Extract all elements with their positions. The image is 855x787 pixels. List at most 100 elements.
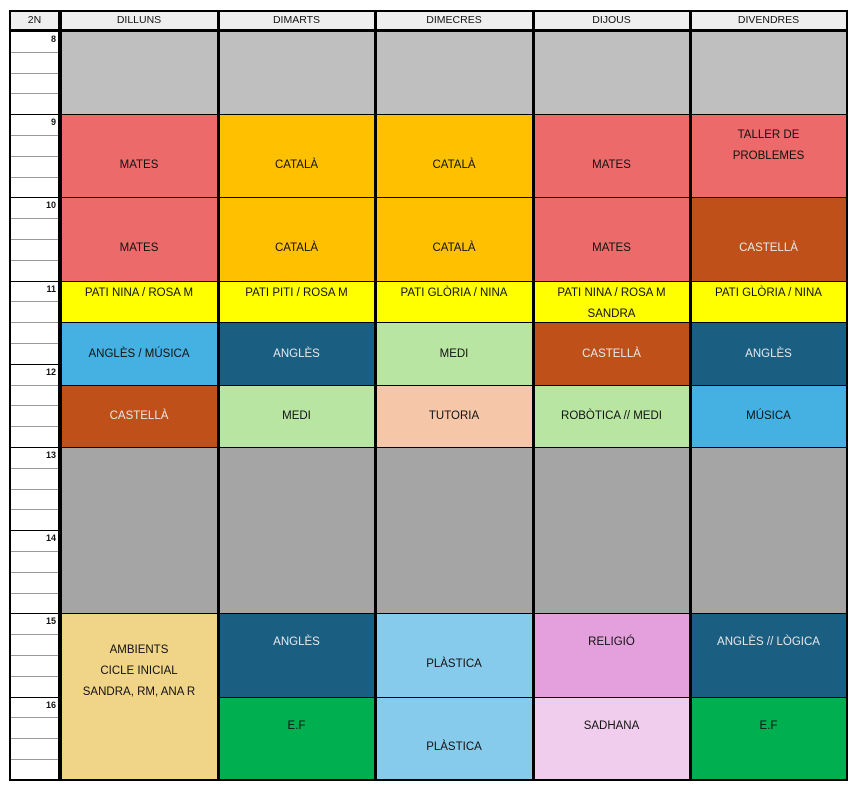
class-block-empty[interactable] <box>375 31 533 116</box>
sub-row-line <box>10 675 59 677</box>
hour-block: 8 <box>9 31 60 116</box>
class-block-empty[interactable] <box>375 447 533 615</box>
class-block-empty[interactable] <box>218 447 375 615</box>
class-block-line: CATALÀ <box>432 158 476 171</box>
class-block-line: RELIGIÓ <box>588 636 635 649</box>
class-block-line: E.F <box>759 719 778 732</box>
class-block-religió[interactable]: RELIGIÓ <box>533 613 690 698</box>
sub-row-line <box>10 93 59 95</box>
class-block-empty[interactable] <box>690 31 847 116</box>
class-block-anglès[interactable]: ANGLÈS <box>218 613 375 698</box>
class-block-català[interactable]: CATALÀ <box>375 197 533 282</box>
class-block-castellà[interactable]: CASTELLÀ <box>533 322 690 386</box>
hour-label: 13 <box>45 450 56 460</box>
sub-row-line <box>10 218 59 220</box>
class-block-mates[interactable]: MATES <box>533 114 690 199</box>
class-block-line: CATALÀ <box>274 241 319 254</box>
class-block-line: PROBLEMES <box>732 149 805 162</box>
class-block-e-f[interactable]: E.F <box>218 696 375 781</box>
sub-row-line <box>10 155 59 157</box>
sub-row-line <box>10 467 59 469</box>
class-block-mates[interactable]: MATES <box>60 114 218 199</box>
hour-label: 11 <box>46 283 56 294</box>
class-block-català[interactable]: CATALÀ <box>375 114 533 199</box>
sub-row-line <box>10 72 59 74</box>
class-block-line: PATI PITI / ROSA M <box>245 286 348 299</box>
class-block-música[interactable]: MÚSICA <box>690 384 847 448</box>
class-block-line: PATI GLÒRIA / NINA <box>715 286 822 299</box>
class-block-sadhana[interactable]: SADHANA <box>533 696 690 781</box>
sub-row-line <box>10 176 59 178</box>
class-block-empty[interactable] <box>690 447 847 615</box>
class-block-line: MÚSICA <box>746 410 791 423</box>
sub-row-line <box>10 550 59 552</box>
class-block-pati-glòria-nina[interactable]: PATI GLÒRIA / NINA <box>690 280 847 324</box>
class-block-mates[interactable]: MATES <box>533 197 690 282</box>
hour-block: 10 <box>9 197 60 282</box>
class-block-català[interactable]: CATALÀ <box>218 197 375 282</box>
class-block-line: PATI NINA / ROSA M <box>557 286 666 299</box>
sub-row-line <box>10 259 59 261</box>
hour-label: 15 <box>45 616 56 627</box>
class-block-anglès[interactable]: ANGLÈS <box>218 322 375 386</box>
class-block-català[interactable]: CATALÀ <box>218 114 375 199</box>
class-block-medi[interactable]: MEDI <box>218 384 375 448</box>
hour-block: 13 <box>9 447 60 532</box>
day-header-dilluns: DILLUNS <box>60 10 218 31</box>
class-block-anglès-música[interactable]: ANGLÈS / MÚSICA <box>60 322 218 386</box>
sub-row-line <box>10 758 59 760</box>
class-block-castellà[interactable]: CASTELLÀ <box>60 384 218 448</box>
sub-row-line <box>10 717 59 719</box>
sub-row-line <box>10 384 59 386</box>
class-block-empty[interactable] <box>218 31 375 116</box>
hour-block: 14 <box>9 530 60 615</box>
class-block-empty[interactable] <box>533 447 690 615</box>
class-block-empty[interactable] <box>60 447 218 615</box>
class-block-castellà[interactable]: CASTELLÀ <box>690 197 847 282</box>
hour-label: 12 <box>45 366 56 377</box>
class-block-line: TALLER DE <box>737 128 800 141</box>
class-block-line: SANDRA, RM, ANA R <box>82 686 196 699</box>
hour-label: 9 <box>50 117 56 128</box>
class-block-line: CASTELLÀ <box>109 410 169 423</box>
class-block-pati-glòria-nina[interactable]: PATI GLÒRIA / NINA <box>375 280 533 324</box>
sub-row-line <box>10 301 59 303</box>
hour-label: 16 <box>45 699 56 710</box>
class-block-line: E.F <box>287 719 306 732</box>
class-block-line: ANGLÈS // LÒGICA <box>717 636 820 649</box>
day-header-divendres: DIVENDRES <box>690 10 847 31</box>
class-block-pati-piti-rosa-m[interactable]: PATI PITI / ROSA M <box>218 280 375 324</box>
class-block-e-f[interactable]: E.F <box>690 696 847 781</box>
hour-block: 9 <box>9 114 60 199</box>
class-block-empty[interactable] <box>533 31 690 116</box>
class-block-line: SADHANA <box>583 719 640 732</box>
class-block-line: CASTELLÀ <box>739 241 798 254</box>
class-block-line: ANGLÈS <box>745 347 792 360</box>
class-block-pati-nina-rosa-m[interactable]: PATI NINA / ROSA M <box>60 280 218 324</box>
class-block-medi[interactable]: MEDI <box>375 322 533 386</box>
sub-row-line <box>10 738 59 740</box>
class-block-line: TUTORIA <box>428 410 480 423</box>
class-block-mates[interactable]: MATES <box>60 197 218 282</box>
class-block-line: ROBÒTICA // MEDI <box>561 410 662 423</box>
class-block-ambients[interactable]: AMBIENTS CICLE INICIAL SANDRA, RM, ANA R <box>60 613 218 781</box>
class-block-plàstica[interactable]: PLÀSTICA <box>375 696 533 781</box>
class-block-line: MATES <box>119 241 159 254</box>
class-block-line: ANGLÈS / MÚSICA <box>88 347 190 360</box>
class-block-tutoria[interactable]: TUTORIA <box>375 384 533 448</box>
class-block-robòtica-medi[interactable]: ROBÒTICA // MEDI <box>533 384 690 448</box>
sub-row-line <box>10 238 59 240</box>
class-block-line: MEDI <box>439 347 469 360</box>
class-block-anglès[interactable]: ANGLÈS <box>690 322 847 386</box>
class-block-pati-nina-rosa-m[interactable]: PATI NINA / ROSA M SANDRA <box>533 280 690 324</box>
class-block-taller-de[interactable]: TALLER DE PROBLEMES <box>690 114 847 199</box>
class-block-plàstica[interactable]: PLÀSTICA <box>375 613 533 698</box>
class-block-anglès-lògica[interactable]: ANGLÈS // LÒGICA <box>690 613 847 698</box>
sub-row-line <box>10 426 59 428</box>
class-block-line: PLÀSTICA <box>426 741 482 754</box>
class-block-line: CASTELLÀ <box>582 347 641 360</box>
class-block-line: MATES <box>119 158 159 171</box>
class-block-empty[interactable] <box>60 31 218 116</box>
sub-row-line <box>10 342 59 344</box>
